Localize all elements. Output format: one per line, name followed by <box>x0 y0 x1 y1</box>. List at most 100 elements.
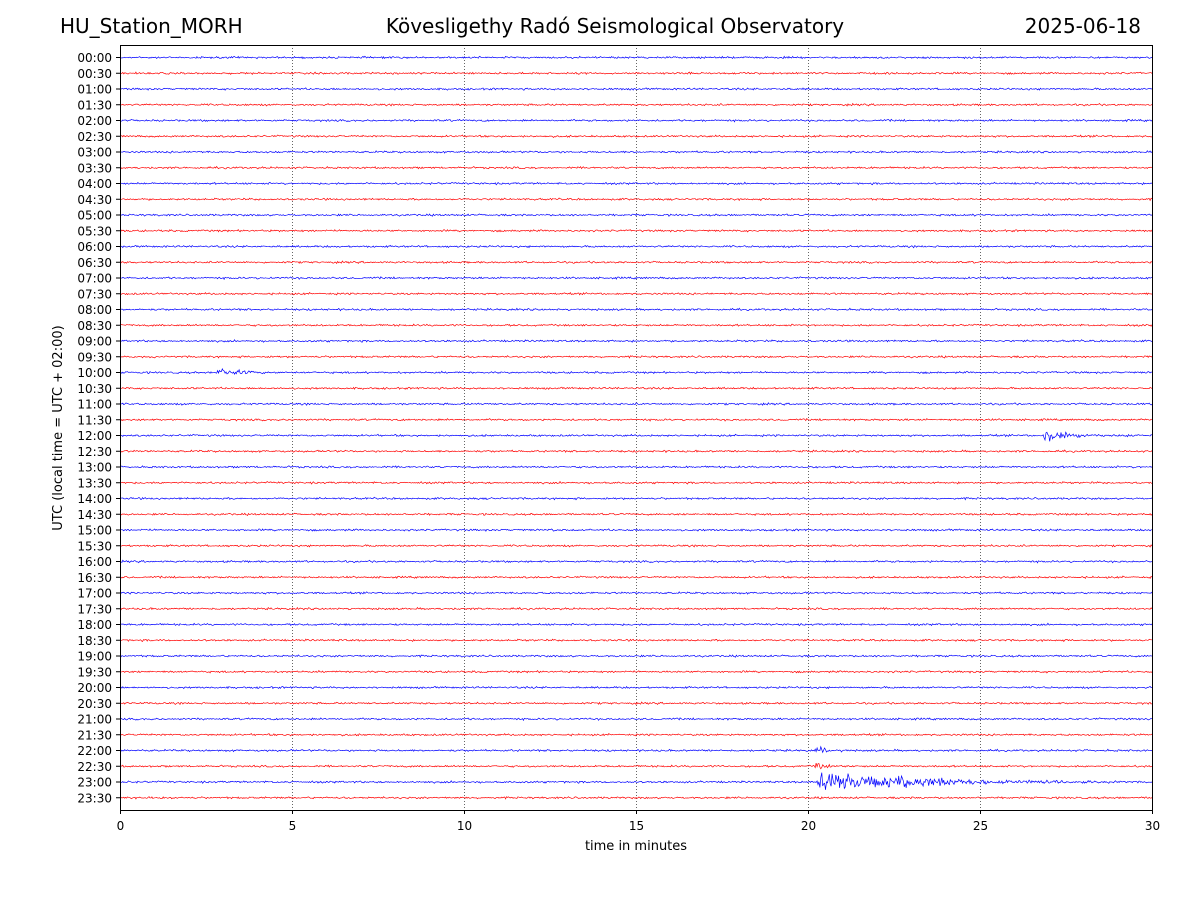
y-tick-label: 06:30 <box>77 256 112 270</box>
trace-1400 <box>119 496 1153 501</box>
trace-0400 <box>119 181 1153 186</box>
y-tick-label: 22:30 <box>77 760 112 774</box>
y-tick-label: 14:00 <box>77 492 112 506</box>
trace-0900 <box>119 339 1153 343</box>
y-tick-label: 19:00 <box>77 650 112 664</box>
y-tick-label: 04:00 <box>77 177 112 191</box>
y-tick-label: 15:00 <box>77 524 112 538</box>
trace-1130 <box>119 418 1153 422</box>
trace-0300 <box>119 150 1153 154</box>
trace-2030 <box>119 701 1153 706</box>
y-tick-label: 13:00 <box>77 461 112 475</box>
y-tick-label: 23:30 <box>77 791 112 805</box>
trace-1500 <box>119 528 1153 532</box>
date-title: 2025-06-18 <box>1024 14 1141 38</box>
trace-0500 <box>119 213 1153 217</box>
grid-layer <box>292 45 981 810</box>
trace-0730 <box>119 291 1153 296</box>
trace-1000 <box>119 367 1153 376</box>
y-tick-label: 04:30 <box>77 193 112 207</box>
y-tick-label: 10:30 <box>77 382 112 396</box>
trace-0330 <box>119 165 1153 170</box>
y-tick-label: 17:00 <box>77 587 112 601</box>
y-tick-label: 12:30 <box>77 445 112 459</box>
trace-0830 <box>119 323 1153 328</box>
trace-1830 <box>119 638 1153 643</box>
y-tick-label: 19:30 <box>77 665 112 679</box>
y-tick-label: 11:30 <box>77 413 112 427</box>
x-tick-label: 25 <box>973 819 988 833</box>
y-tick-label: 15:30 <box>77 539 112 553</box>
trace-0000 <box>119 55 1153 60</box>
station-title: HU_Station_MORH <box>60 14 243 38</box>
trace-0430 <box>119 197 1153 202</box>
trace-2230 <box>119 763 1153 770</box>
y-tick-label: 07:00 <box>77 272 112 286</box>
trace-0200 <box>119 118 1153 123</box>
y-tick-label: 17:30 <box>77 602 112 616</box>
y-tick-label: 06:00 <box>77 240 112 254</box>
y-tick-label: 03:00 <box>77 146 112 160</box>
y-tick-label: 18:30 <box>77 634 112 648</box>
y-tick-label: 20:00 <box>77 681 112 695</box>
y-tick-label: 18:00 <box>77 618 112 632</box>
y-tick-label: 23:00 <box>77 776 112 790</box>
trace-1100 <box>119 402 1153 406</box>
y-tick-label: 13:30 <box>77 476 112 490</box>
x-tick-label: 20 <box>801 819 816 833</box>
trace-1730 <box>119 606 1153 611</box>
trace-1930 <box>119 669 1153 674</box>
y-tick-label: 02:30 <box>77 130 112 144</box>
x-tick-label: 15 <box>629 819 644 833</box>
trace-0030 <box>119 71 1153 76</box>
y-tick-label: 20:30 <box>77 697 112 711</box>
y-tick-label: 10:00 <box>77 366 112 380</box>
trace-0230 <box>119 134 1153 138</box>
trace-1030 <box>119 386 1153 390</box>
trace-layer <box>119 55 1153 800</box>
y-tick-label: 05:00 <box>77 209 112 223</box>
trace-1330 <box>119 480 1153 485</box>
y-axis-label: UTC (local time = UTC + 02:00) <box>51 325 66 530</box>
y-tick-label: 14:30 <box>77 508 112 522</box>
y-tick-label: 12:00 <box>77 429 112 443</box>
y-tick-label: 21:00 <box>77 713 112 727</box>
trace-1800 <box>119 622 1153 627</box>
trace-0630 <box>119 260 1153 265</box>
trace-1900 <box>119 654 1153 658</box>
trace-0530 <box>119 228 1153 233</box>
x-tick-label: 30 <box>1145 819 1160 833</box>
y-tick-label: 00:30 <box>77 67 112 81</box>
trace-1230 <box>119 449 1153 454</box>
trace-1530 <box>119 544 1153 548</box>
trace-2330 <box>119 796 1153 800</box>
trace-0700 <box>119 276 1153 281</box>
trace-1700 <box>119 591 1153 595</box>
x-tick-label: 0 <box>117 819 125 833</box>
trace-1200 <box>119 431 1153 442</box>
y-tick-label: 21:30 <box>77 728 112 742</box>
trace-0800 <box>119 307 1153 312</box>
y-tick-label: 01:30 <box>77 98 112 112</box>
trace-1630 <box>119 575 1153 580</box>
y-tick-label: 16:30 <box>77 571 112 585</box>
y-tick-label: 08:00 <box>77 303 112 317</box>
y-tick-label: 00:00 <box>77 51 112 65</box>
trace-2200 <box>119 745 1153 754</box>
trace-1430 <box>119 512 1153 517</box>
observatory-title: Kövesligethy Radó Seismological Observat… <box>385 14 845 38</box>
plot-frame <box>120 45 1153 811</box>
y-tick-label: 01:00 <box>77 83 112 97</box>
trace-2130 <box>119 732 1153 737</box>
trace-2100 <box>119 717 1153 722</box>
trace-0930 <box>119 355 1153 359</box>
trace-2300 <box>119 772 1153 790</box>
x-tick-label: 10 <box>457 819 472 833</box>
y-tick-label: 09:00 <box>77 335 112 349</box>
y-tick-label: 07:30 <box>77 287 112 301</box>
y-tick-label: 16:00 <box>77 555 112 569</box>
trace-0600 <box>119 244 1153 249</box>
trace-0130 <box>119 102 1153 107</box>
y-tick-label: 08:30 <box>77 319 112 333</box>
